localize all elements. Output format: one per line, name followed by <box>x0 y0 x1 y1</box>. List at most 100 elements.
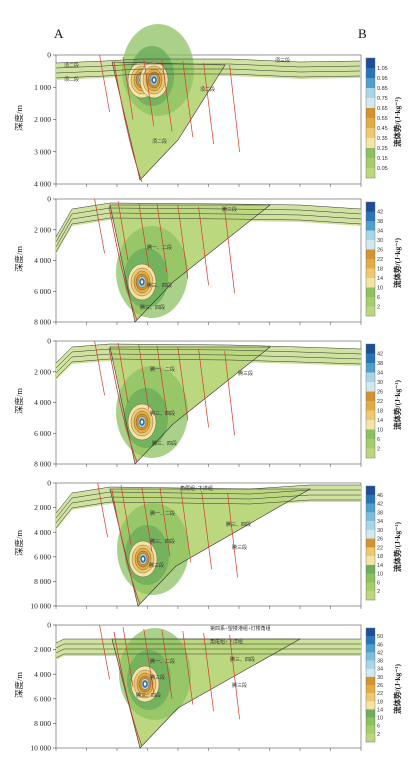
fault-line <box>198 348 209 428</box>
colorbar-tick-label: 22 <box>377 545 383 551</box>
basin-boundary-line <box>111 638 302 749</box>
colorbar-tick-label: 50 <box>377 634 383 640</box>
boundary-fault-line <box>113 61 143 183</box>
boundary-fault-line <box>111 489 141 605</box>
colorbar-swatch <box>366 202 375 212</box>
contour-ring <box>152 77 156 83</box>
colorbar-label: 流体势/(J·kg⁻¹) <box>392 238 402 288</box>
colorbar-swatch <box>366 547 375 557</box>
colorbar-tick-label: 18 <box>377 554 383 560</box>
colorbar-swatch <box>366 168 375 179</box>
fault-line <box>227 492 238 578</box>
colorbar-swatch <box>366 353 375 364</box>
colorbar-swatch <box>366 391 375 402</box>
colorbar-swatch <box>366 240 375 250</box>
basin-boundary-line <box>111 61 226 181</box>
colorbar-tick-label: 6 <box>377 580 380 586</box>
section-end-label-b: B <box>358 26 367 41</box>
colorbar-swatch <box>366 503 375 513</box>
stratum-horizon-line <box>55 212 362 248</box>
y-axis-tick-label: 4 000 <box>34 670 51 679</box>
colorbar-swatch <box>366 249 375 260</box>
colorbar-label: 流体势/(J·kg⁻¹) <box>392 664 402 714</box>
colorbar-tick-label: 42 <box>377 502 383 508</box>
formation-label: 腾一、二段 <box>147 244 172 251</box>
stratum-horizon-line <box>55 489 361 519</box>
fault-line <box>159 487 171 557</box>
y-axis-tick-label: 10 000 <box>30 744 51 753</box>
colorbar-swatch <box>366 725 375 735</box>
fault-line <box>99 54 110 113</box>
y-axis-tick-label: 6 000 <box>34 552 51 561</box>
fault-line <box>224 208 235 294</box>
colorbar-tick-label: 46 <box>377 642 383 648</box>
colorbar-label: 流体势/(J·kg⁻¹) <box>392 380 402 430</box>
y-axis-tick-label: 2 000 <box>34 645 51 654</box>
fault-line <box>143 58 155 127</box>
fault-line <box>203 632 214 712</box>
colorbar-tick-label: 0.55 <box>377 116 388 122</box>
fault-line <box>182 60 194 138</box>
colorbar-swatch <box>366 108 375 119</box>
formation-label: 腾三、四段 <box>226 521 251 528</box>
formation-label: 腾一、二段 <box>150 510 175 517</box>
colorbar-swatch <box>366 420 375 430</box>
colorbar-swatch <box>366 297 375 307</box>
stratum-horizon-line <box>55 343 362 364</box>
colorbar-swatch <box>366 230 375 241</box>
colorbar-tick-label: 10 <box>377 716 383 722</box>
stratum-horizon-line <box>55 484 361 514</box>
colorbar-tick-label: 0.25 <box>377 146 388 152</box>
fault-line <box>229 64 240 153</box>
colorbar-tick-label: 30 <box>377 675 383 681</box>
fault-line <box>229 634 240 720</box>
formation-label: 第四系+望楼港组+灯楼角组 <box>210 625 271 632</box>
colorbar-swatch <box>366 382 375 392</box>
colorbar-tick-label: 0.35 <box>377 136 388 142</box>
y-axis-label: 深度/m <box>14 246 24 272</box>
colorbar-swatch <box>366 564 375 574</box>
stratum-horizon-line <box>55 499 361 529</box>
colorbar-tick-label: 0.15 <box>377 156 388 162</box>
fault-line <box>122 56 134 120</box>
colorbar-swatch <box>366 128 375 139</box>
formation-label: 角尾组+下洋组 <box>180 485 213 492</box>
boundary-fault-line <box>113 631 143 747</box>
fault-line <box>182 630 194 705</box>
colorbar-swatch <box>366 644 375 653</box>
colorbar-tick-label: 0.65 <box>377 106 388 112</box>
fault-line <box>122 626 134 687</box>
y-axis-tick-label: 10 000 <box>30 602 51 611</box>
y-axis-tick-label: 4 000 <box>34 398 51 407</box>
colorbar-tick-label: 22 <box>377 399 383 405</box>
colorbar-tick-label: 10 <box>377 572 383 578</box>
colorbar-swatch <box>366 668 375 678</box>
fault-line <box>97 482 108 538</box>
fault-line <box>141 486 153 552</box>
colorbar-tick-label: 0.75 <box>377 96 388 102</box>
colorbar-tick-label: 22 <box>377 691 383 697</box>
formation-label: 腾三段 <box>150 674 165 681</box>
colorbar-swatch <box>366 221 375 231</box>
y-axis-tick-label: 2 000 <box>34 115 51 124</box>
formation-label: 角尾组+下洋组 <box>210 638 243 645</box>
fault-line <box>156 203 168 273</box>
colorbar-swatch <box>366 278 375 288</box>
colorbar-swatch <box>366 448 375 459</box>
colorbar-tick-label: 10 <box>377 286 383 292</box>
colorbar-frame <box>365 627 376 743</box>
colorbar-swatch <box>366 306 375 317</box>
colorbar-swatch <box>366 268 375 279</box>
formation-label: 腾三段 <box>232 682 247 689</box>
stratum-horizon-line <box>55 358 362 379</box>
formation-label: 须二段 <box>64 76 79 83</box>
fault-line <box>99 624 110 680</box>
colorbar-tick-label: 18 <box>377 409 383 415</box>
colorbar-swatch <box>366 717 375 726</box>
colorbar-tick-label: 10 <box>377 428 383 434</box>
fault-line <box>117 200 129 261</box>
colorbar-tick-label: 34 <box>377 371 383 377</box>
y-axis-tick-label: 8 000 <box>34 719 51 728</box>
